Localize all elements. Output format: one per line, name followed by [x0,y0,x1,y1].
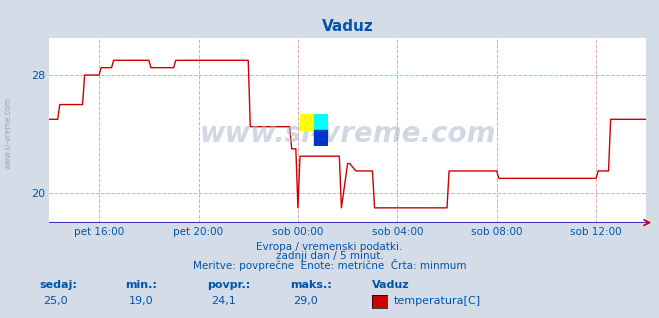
Text: Vaduz: Vaduz [372,280,410,290]
Text: 25,0: 25,0 [43,296,67,306]
Bar [314,130,328,146]
Bar [314,114,328,130]
Text: Meritve: povprečne  Enote: metrične  Črta: minmum: Meritve: povprečne Enote: metrične Črta:… [192,259,467,271]
Text: maks.:: maks.: [290,280,331,290]
Text: zadnji dan / 5 minut.: zadnji dan / 5 minut. [275,251,384,261]
Text: povpr.:: povpr.: [208,280,251,290]
Text: sedaj:: sedaj: [40,280,77,290]
Text: temperatura[C]: temperatura[C] [394,296,481,306]
Text: 24,1: 24,1 [211,296,236,306]
Text: 19,0: 19,0 [129,296,153,306]
Text: Evropa / vremenski podatki.: Evropa / vremenski podatki. [256,242,403,252]
Text: www.si-vreme.com: www.si-vreme.com [200,120,496,148]
Title: Vaduz: Vaduz [322,19,374,34]
Text: 29,0: 29,0 [293,296,318,306]
Text: www.si-vreme.com: www.si-vreme.com [3,98,13,169]
Bar [300,114,314,130]
Text: min.:: min.: [125,280,157,290]
